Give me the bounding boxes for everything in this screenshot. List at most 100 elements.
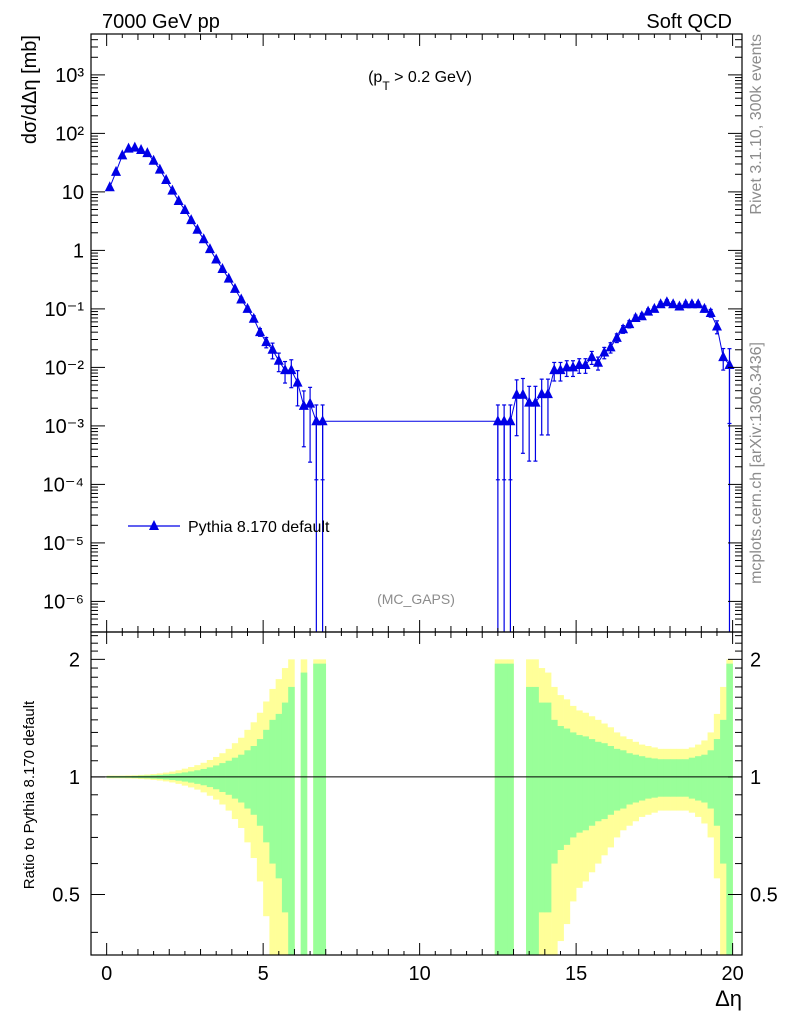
ratio-band-inner [319,663,327,955]
ratio-y-tick-label: 0.5 [52,885,80,907]
data-point [104,181,115,192]
ratio-band-inner [701,754,708,803]
ratio-band-inner [670,759,677,797]
data-point [536,388,547,399]
data-point [111,165,122,176]
data-point [724,358,735,369]
data-point [605,341,616,352]
data-point [280,364,291,375]
data-point [148,154,159,165]
ratio-band-inner [256,739,264,826]
y-tick-label: 10⁻³ [45,416,85,438]
ratio-band-inner [594,741,602,822]
data-point [574,358,585,369]
ratio-band-inner [288,686,295,955]
data-point [524,396,535,407]
ratio-band-inner [219,763,226,792]
y-tick-label: 10⁻² [45,357,85,379]
ratio-band-inner [713,739,721,826]
data-point [492,415,503,426]
mcplots-label: mcplots.cern.ch [arXiv:1306.3436] [748,342,765,584]
ratio-band-inner [682,759,690,797]
data-point [530,396,541,407]
y-axis-title: dσ/dΔη [mb] [19,35,41,144]
ratio-band-inner [231,757,239,799]
data-point [599,346,610,357]
y-tick-label: 10⁻¹ [45,299,85,321]
data-point [686,298,697,309]
data-point [236,293,247,304]
data-point [680,298,691,309]
data-point [186,214,197,225]
ratio-band-inner [626,753,633,805]
ratio-band-inner [601,743,608,820]
pt-cut-open: (p [368,69,382,86]
data-point [242,302,253,313]
data-point [555,364,566,375]
x-tick-label: 0 [101,963,112,985]
y-tick-label: 10⁻⁶ [43,591,84,613]
header-left: 7000 GeV pp [102,11,220,33]
ratio-band-inner [250,746,258,815]
ratio-band-inner [657,759,665,797]
header-right: Soft QCD [646,11,732,33]
main-frame [90,33,743,633]
ratio-y-tick-label: 2 [69,649,80,671]
y-tick-label: 10⁻⁴ [43,474,84,496]
rivet-label: Rivet 3.1.10, 300k events [748,34,765,215]
data-point [611,331,622,342]
data-point [705,307,716,318]
ratio-band-inner [225,760,233,795]
ratio-band-inner [607,746,614,815]
data-point [154,163,165,174]
ratio-band-inner [720,719,727,864]
ratio-band-inner [494,663,502,955]
ratio-band-inner [619,750,627,809]
data-point [211,253,222,264]
data-point [142,147,153,158]
data-point [643,305,654,316]
data-point [517,388,528,399]
data-point [204,243,215,254]
data-point [505,415,516,426]
data-point [136,144,147,155]
ratio-band-inner [676,759,683,797]
ratio-band-inner [551,719,558,864]
data-point [167,184,178,195]
ratio-band-inner [688,757,696,799]
data-point [586,351,597,362]
data-point [179,204,190,215]
ratio-band-inner [563,728,571,845]
pt-cut-sub: T [382,79,390,93]
y-tick-label: 1 [73,240,84,262]
data-point [273,354,284,365]
data-point [549,364,560,375]
ratio-band-inner [532,686,539,955]
ratio-band-inner [569,732,577,838]
data-point [649,302,660,313]
ratio-bands [91,659,742,955]
ratio-band-inner [526,686,533,955]
data-point [173,194,184,205]
data-point [593,356,604,367]
pt-cut-annotation: (pT > 0.2 GeV) [368,69,472,93]
data-point [286,364,297,375]
data-point [248,312,259,323]
ratio-y-tick-label-right: 1 [750,767,761,789]
ratio-band-inner [275,713,283,879]
data-point [305,397,316,408]
ratio-band-inner [576,735,583,833]
data-point [636,310,647,321]
legend-marker [149,520,159,530]
data-point [229,282,240,293]
ratio-band-inner [300,672,308,955]
y-tick-label: 10⁻⁵ [43,533,84,555]
x-axis-title: Δη [715,986,742,1011]
data-point [624,318,635,329]
data-point [198,233,209,244]
ratio-y-axis-title: Ratio to Pythia 8.170 default [21,700,38,889]
ratio-band-inner [507,663,514,955]
data-point [693,298,704,309]
y-tick-label: 10² [55,123,84,145]
ratio-band-inner [588,739,596,826]
